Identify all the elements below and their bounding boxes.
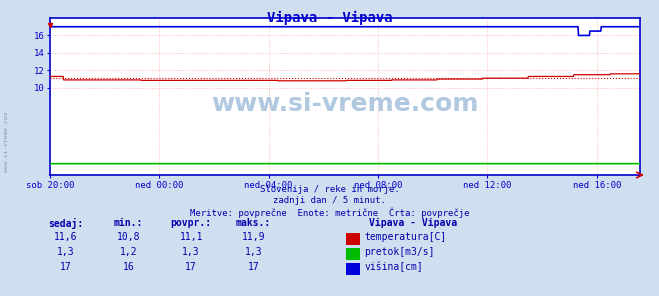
Text: min.:: min.: <box>114 218 143 228</box>
Text: www.si-vreme.com: www.si-vreme.com <box>4 112 9 172</box>
Text: 17: 17 <box>248 262 260 272</box>
Text: 17: 17 <box>185 262 197 272</box>
Text: 16: 16 <box>123 262 134 272</box>
Text: 1,3: 1,3 <box>57 247 74 257</box>
Text: zadnji dan / 5 minut.: zadnji dan / 5 minut. <box>273 196 386 205</box>
Text: 11,9: 11,9 <box>242 232 266 242</box>
Text: 1,3: 1,3 <box>183 247 200 257</box>
Text: www.si-vreme.com: www.si-vreme.com <box>212 92 478 116</box>
Text: Vipava - Vipava: Vipava - Vipava <box>369 218 457 228</box>
Text: temperatura[C]: temperatura[C] <box>364 232 447 242</box>
Text: 11,1: 11,1 <box>179 232 203 242</box>
Text: 1,2: 1,2 <box>120 247 137 257</box>
Text: 1,3: 1,3 <box>245 247 262 257</box>
Text: pretok[m3/s]: pretok[m3/s] <box>364 247 435 257</box>
Text: 11,6: 11,6 <box>54 232 78 242</box>
Text: Slovenija / reke in morje.: Slovenija / reke in morje. <box>260 185 399 194</box>
Text: maks.:: maks.: <box>236 218 272 228</box>
Text: Vipava - Vipava: Vipava - Vipava <box>267 10 392 25</box>
Text: 10,8: 10,8 <box>117 232 140 242</box>
Text: povpr.:: povpr.: <box>171 218 212 228</box>
Text: 17: 17 <box>60 262 72 272</box>
Text: sedaj:: sedaj: <box>48 218 84 229</box>
Text: višina[cm]: višina[cm] <box>364 262 423 272</box>
Text: Meritve: povprečne  Enote: metrične  Črta: povprečje: Meritve: povprečne Enote: metrične Črta:… <box>190 207 469 218</box>
